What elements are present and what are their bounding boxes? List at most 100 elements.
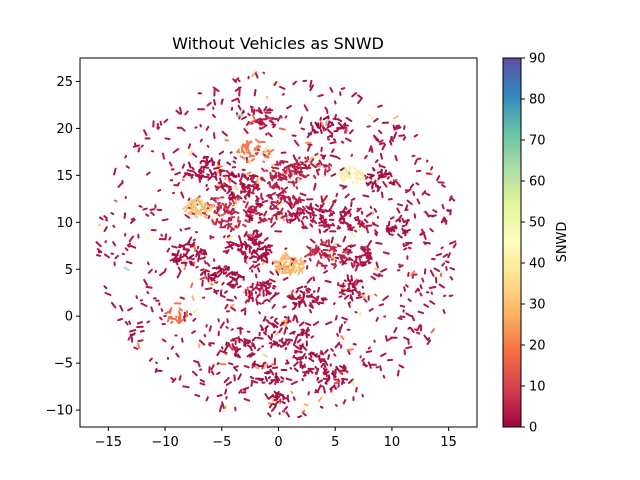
scatter-point bbox=[328, 206, 333, 211]
scatter-point bbox=[206, 101, 212, 107]
scatter-point bbox=[334, 380, 341, 385]
scatter-point bbox=[279, 197, 286, 200]
scatter-point bbox=[198, 210, 203, 217]
scatter-point bbox=[445, 260, 450, 264]
scatter-point bbox=[279, 85, 286, 90]
scatter-point bbox=[385, 227, 389, 233]
scatter-point bbox=[302, 300, 307, 308]
scatter-point bbox=[322, 386, 326, 394]
scatter-point bbox=[253, 89, 257, 97]
y-tick-label: 25 bbox=[56, 75, 73, 90]
colorbar-tick-label: 70 bbox=[529, 134, 546, 149]
scatter-point bbox=[404, 229, 407, 236]
scatter-point bbox=[254, 273, 258, 279]
scatter-point bbox=[157, 126, 161, 130]
scatter-point bbox=[423, 334, 428, 340]
scatter-point bbox=[315, 250, 319, 253]
scatter-point bbox=[211, 266, 219, 270]
scatter-point bbox=[449, 276, 454, 281]
scatter-point bbox=[340, 257, 346, 265]
scatter-point bbox=[252, 229, 256, 236]
scatter-point bbox=[270, 216, 274, 224]
scatter-point bbox=[241, 242, 249, 248]
scatter-point bbox=[211, 275, 218, 281]
scatter-point bbox=[270, 207, 276, 211]
scatter-point bbox=[222, 266, 230, 272]
scatter-point bbox=[202, 249, 206, 256]
scatter-point bbox=[146, 171, 151, 176]
scatter-point bbox=[195, 208, 200, 215]
scatter-point bbox=[357, 94, 363, 99]
scatter-point bbox=[230, 191, 233, 196]
scatter-point bbox=[280, 160, 285, 165]
scatter-point bbox=[396, 207, 401, 214]
scatter-point bbox=[405, 284, 409, 288]
scatter-point bbox=[140, 302, 148, 307]
scatter-point bbox=[207, 175, 214, 181]
scatter-point bbox=[314, 152, 319, 157]
scatter-point bbox=[395, 218, 399, 223]
scatter-point bbox=[226, 318, 229, 324]
scatter-point bbox=[246, 206, 251, 213]
scatter-point bbox=[318, 301, 325, 305]
scatter-point bbox=[273, 81, 278, 86]
scatter-point bbox=[202, 207, 207, 212]
scatter-point bbox=[443, 217, 447, 223]
scatter-point bbox=[429, 170, 433, 174]
scatter-point bbox=[217, 267, 225, 271]
scatter-point bbox=[95, 241, 102, 248]
scatter-point bbox=[207, 277, 210, 283]
scatter-point bbox=[152, 297, 157, 300]
scatter-point bbox=[347, 211, 351, 215]
scatter-point bbox=[146, 320, 151, 324]
scatter-point bbox=[244, 288, 248, 297]
x-tick-label: 15 bbox=[440, 435, 457, 450]
colorbar-tick-label: 20 bbox=[529, 339, 546, 354]
scatter-point bbox=[346, 223, 352, 227]
scatter-point bbox=[282, 394, 285, 401]
scatter-point bbox=[217, 181, 221, 184]
scatter-point bbox=[221, 130, 228, 137]
scatter-point bbox=[261, 258, 269, 264]
scatter-point bbox=[258, 120, 264, 126]
scatter-point bbox=[262, 160, 266, 164]
scatter-point bbox=[342, 216, 346, 222]
scatter-point bbox=[337, 122, 344, 128]
scatter-point bbox=[280, 214, 288, 219]
scatter-point bbox=[378, 163, 382, 168]
scatter-point bbox=[123, 266, 130, 272]
scatter-point bbox=[285, 167, 289, 175]
scatter-point bbox=[252, 343, 257, 350]
scatter-point bbox=[189, 150, 193, 156]
scatter-point bbox=[219, 404, 223, 413]
scatter-point bbox=[323, 370, 330, 376]
scatter-point bbox=[253, 183, 259, 187]
scatter-point bbox=[238, 338, 244, 342]
scatter-point bbox=[262, 71, 266, 75]
scatter-point bbox=[387, 198, 393, 201]
scatter-point bbox=[271, 322, 279, 329]
scatter-point bbox=[289, 163, 294, 169]
x-tick-label: 0 bbox=[274, 435, 282, 450]
scatter-point bbox=[327, 354, 331, 360]
scatter-point bbox=[223, 265, 228, 268]
scatter-point bbox=[312, 276, 316, 282]
scatter-point bbox=[347, 301, 352, 304]
scatter-point bbox=[340, 140, 345, 144]
scatter-point bbox=[352, 166, 356, 170]
scatter-point bbox=[247, 237, 254, 241]
scatter-point bbox=[129, 244, 137, 249]
scatter-point bbox=[196, 245, 200, 250]
scatter-point bbox=[268, 381, 272, 385]
scatter-point bbox=[389, 216, 395, 220]
scatter-point bbox=[237, 172, 241, 178]
scatter-point bbox=[337, 126, 343, 130]
scatter-point bbox=[351, 180, 355, 185]
scatter-point bbox=[192, 317, 197, 322]
scatter-point bbox=[246, 340, 251, 344]
scatter-point bbox=[256, 255, 260, 260]
scatter-point bbox=[219, 213, 226, 217]
scatter-point bbox=[340, 210, 348, 214]
scatter-point bbox=[150, 211, 155, 216]
scatter-point bbox=[188, 201, 193, 209]
